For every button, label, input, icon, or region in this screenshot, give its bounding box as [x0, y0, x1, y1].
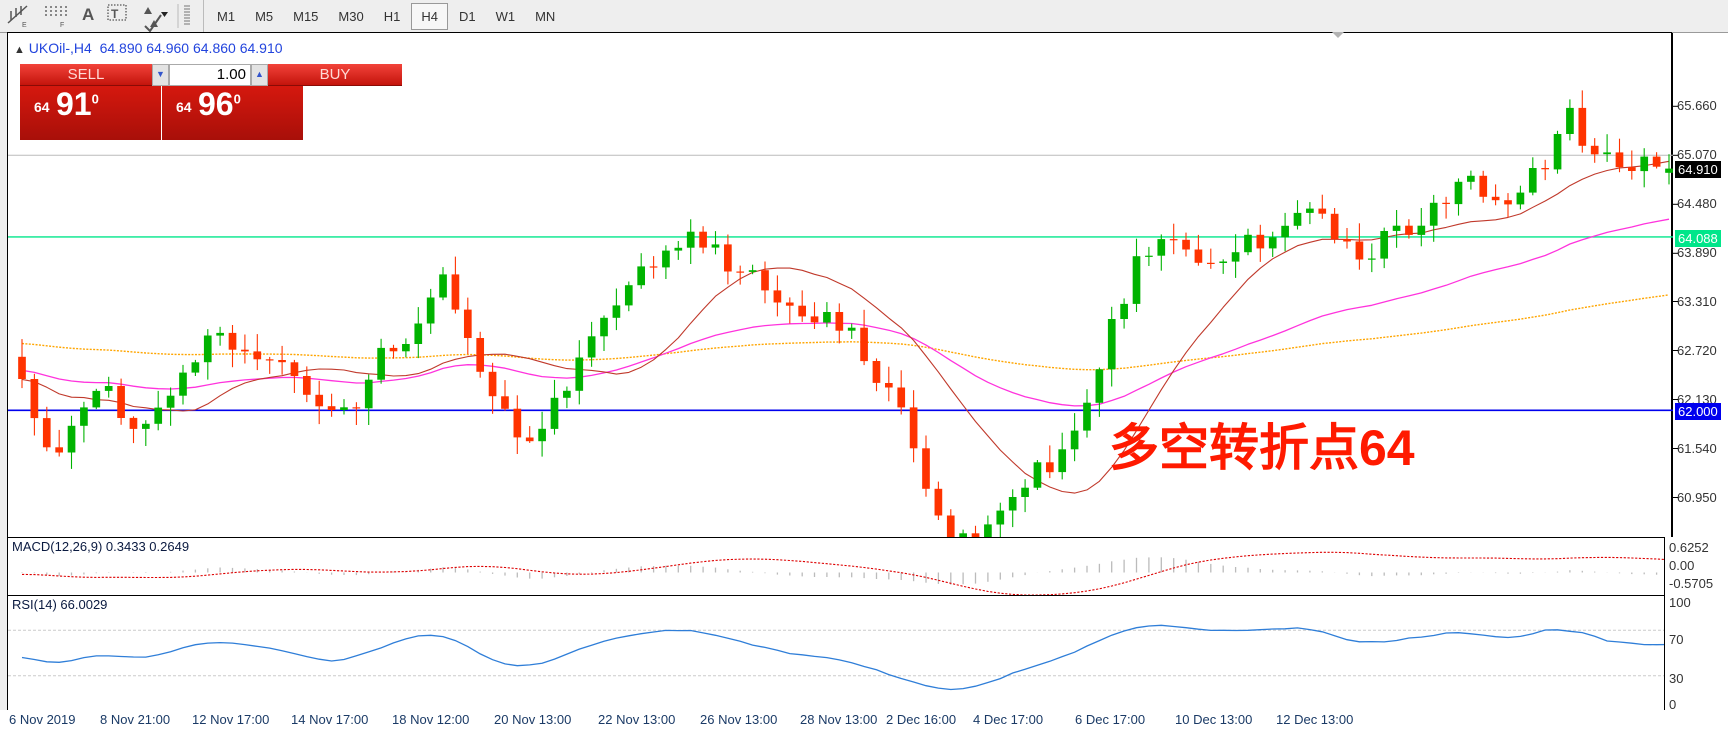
svg-text:F: F	[60, 22, 64, 29]
svg-text:A: A	[82, 5, 94, 24]
svg-text:T: T	[111, 7, 119, 21]
svg-text:E: E	[22, 22, 27, 29]
